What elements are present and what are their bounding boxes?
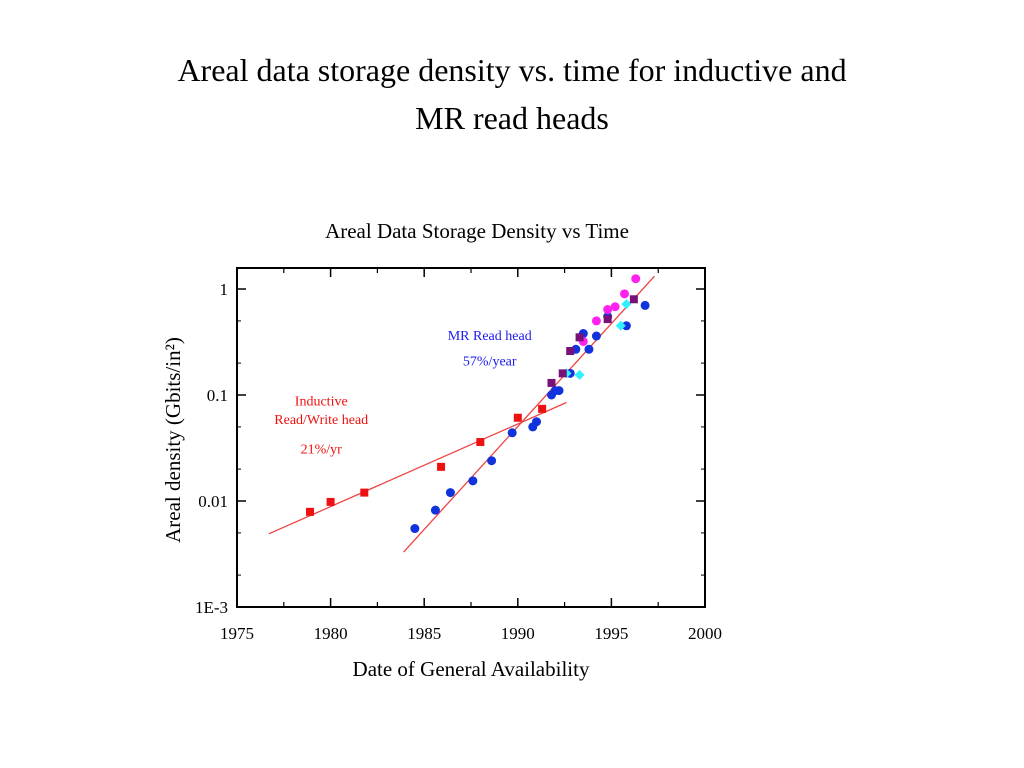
x-tick-label: 2000 — [688, 624, 722, 643]
data-point-circle — [445, 488, 455, 498]
y-tick-label: 1E-3 — [195, 598, 228, 617]
x-axis-label: Date of General Availability — [353, 657, 590, 681]
data-point-circle — [468, 476, 478, 486]
slide-title-line1: Areal data storage density vs. time for … — [177, 52, 847, 88]
x-tick-label: 1990 — [501, 624, 535, 643]
annotation-text: 57%/year — [463, 354, 517, 369]
data-point-square — [360, 488, 369, 497]
data-point-diamond — [574, 369, 585, 380]
data-point-circle — [620, 289, 630, 299]
data-point-square — [575, 333, 584, 342]
annotations: MR Read head 57%/year Inductive Read/Write … — [274, 329, 531, 458]
x-tick-label: 1975 — [220, 624, 254, 643]
data-point-circle — [591, 331, 601, 341]
data-point-square — [558, 369, 567, 378]
data-point-square — [513, 413, 522, 422]
data-point-square — [476, 438, 485, 447]
data-point-circle — [430, 505, 440, 515]
data-point-circle — [603, 305, 613, 315]
slide-title-line2: MR read heads — [415, 100, 609, 136]
plot-frame — [236, 267, 706, 608]
data-point-square — [326, 497, 335, 506]
data-point-square — [566, 347, 575, 356]
data-point-diamond — [621, 299, 632, 310]
data-point-circle — [610, 302, 620, 312]
trend-line — [268, 401, 567, 535]
y-tick-label: 0.01 — [198, 492, 228, 511]
annotation-text: Read/Write head — [274, 413, 368, 428]
axis-ticks: 1975 1980 1985 1990 1995 2000 1E-3 0.01 0.1 1 — [195, 268, 722, 643]
data-point-circle — [621, 321, 631, 331]
chart-title: Areal Data Storage Density vs Time — [325, 219, 629, 243]
data-point-circle — [487, 456, 497, 466]
data-point-circle — [532, 417, 542, 427]
y-axis-label: Areal density (Gbits/in²) — [161, 337, 185, 543]
data-point-circle — [631, 274, 641, 284]
x-tick-label: 1980 — [314, 624, 348, 643]
data-point-square — [629, 295, 638, 304]
data-point-square — [603, 315, 612, 324]
annotation-text: Inductive — [295, 394, 348, 409]
data-point-circle — [410, 524, 420, 534]
slide-title: Areal data storage density vs. time for … — [40, 46, 984, 142]
data-points — [306, 274, 650, 534]
trend-line — [403, 275, 655, 553]
data-point-circle — [591, 316, 601, 326]
data-point-square — [437, 462, 446, 471]
x-tick-label: 1995 — [594, 624, 628, 643]
data-point-circle — [584, 344, 594, 354]
data-point-circle — [554, 386, 564, 396]
data-point-square — [538, 404, 547, 413]
data-point-square — [547, 378, 556, 387]
y-tick-label: 0.1 — [207, 386, 228, 405]
x-tick-label: 1985 — [407, 624, 441, 643]
trend-lines — [268, 275, 655, 553]
data-point-diamond — [615, 320, 626, 331]
y-tick-label: 1 — [220, 280, 229, 299]
data-point-circle — [640, 300, 650, 310]
data-point-circle — [507, 428, 517, 438]
annotation-text: MR Read head — [448, 329, 532, 344]
annotation-text: 21%/yr — [301, 443, 343, 458]
data-point-square — [306, 507, 315, 516]
